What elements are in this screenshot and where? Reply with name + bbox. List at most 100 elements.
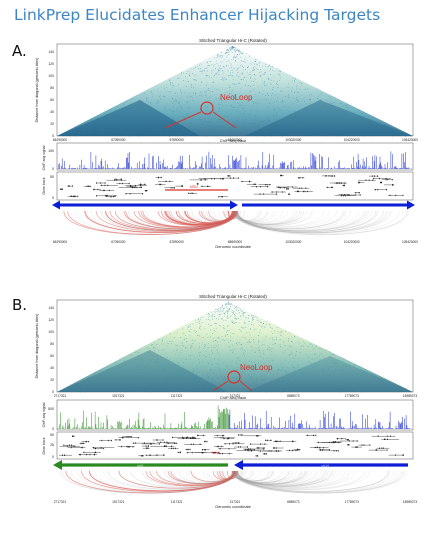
heatmap-dot — [158, 384, 159, 386]
gene-exon — [181, 185, 183, 187]
heatmap-dot — [301, 94, 303, 96]
heatmap-dot — [131, 128, 133, 130]
heatmap-dot — [353, 128, 355, 129]
heatmap-dot — [72, 391, 74, 392]
heatmap-dot — [217, 308, 219, 310]
heatmap-dot — [289, 355, 290, 356]
heatmap-dot — [318, 384, 320, 386]
heatmap-dot — [192, 73, 193, 74]
gene-exon — [347, 444, 349, 446]
ytick-label: 60 — [50, 354, 54, 358]
heatmap-dot — [120, 128, 121, 129]
heatmap-dot — [241, 368, 242, 369]
heatmap-dot — [256, 384, 258, 386]
heatmap-dot — [208, 354, 210, 355]
heatmap-dot — [232, 47, 234, 48]
heatmap-dot — [258, 341, 259, 343]
gene-exon — [229, 177, 231, 179]
heatmap-dot — [329, 99, 331, 100]
heatmap-dot — [219, 314, 221, 316]
heatmap-dot — [319, 358, 321, 360]
heatmap-dot — [221, 52, 223, 53]
heatmap-dot — [255, 102, 256, 104]
heatmap-dot — [221, 318, 223, 319]
panel-a-neoloop-line-left — [164, 111, 202, 129]
heatmap-dot — [144, 373, 146, 375]
heatmap-dot — [312, 388, 313, 390]
heatmap-dot — [257, 350, 259, 351]
heatmap-dot — [322, 104, 324, 106]
heatmap-dot — [230, 336, 231, 337]
heatmap-dot — [130, 121, 131, 122]
heatmap-dot — [94, 125, 96, 127]
heatmap-dot — [162, 127, 164, 128]
heatmap-dot — [384, 379, 385, 380]
heatmap-dot — [113, 116, 114, 118]
heatmap-dot — [172, 85, 173, 87]
heatmap-dot — [245, 317, 246, 319]
heatmap-dot — [299, 343, 300, 345]
heatmap-dot — [98, 370, 100, 372]
heatmap-dot — [251, 324, 252, 325]
heatmap-dot — [235, 60, 236, 61]
heatmap-dot — [219, 119, 221, 120]
heatmap-dot — [188, 107, 190, 109]
heatmap-dot — [230, 48, 232, 50]
gene-exon — [390, 435, 391, 437]
gene-exon — [263, 453, 265, 455]
loop-arc — [175, 210, 233, 224]
heatmap-dot — [158, 87, 159, 89]
heatmap-dot — [215, 312, 216, 313]
heatmap-dot — [114, 109, 116, 111]
heatmap-dot — [168, 385, 169, 386]
heatmap-dot — [150, 91, 152, 93]
heatmap-dot — [254, 388, 256, 389]
heatmap-dot — [170, 91, 171, 93]
ytick-label: 60 — [50, 98, 54, 102]
heatmap-dot — [268, 324, 270, 326]
heatmap-dot — [326, 135, 327, 137]
heatmap-dot — [218, 344, 219, 346]
heatmap-dot — [167, 357, 168, 358]
heatmap-dot — [228, 342, 230, 343]
heatmap-dot — [218, 89, 219, 91]
heatmap-dot — [220, 55, 222, 57]
heatmap-dot — [141, 391, 142, 392]
heatmap-dot — [231, 303, 232, 305]
heatmap-dot — [356, 388, 357, 389]
heatmap-dot — [335, 113, 336, 114]
heatmap-dot — [122, 377, 124, 379]
heatmap-dot — [346, 126, 348, 127]
gene-exon — [114, 195, 116, 197]
heatmap-dot — [223, 328, 225, 330]
panel-a-heatmap-domain-left — [57, 100, 200, 136]
heatmap-dot — [223, 66, 224, 67]
heatmap-dot — [288, 94, 289, 96]
heatmap-dot — [308, 378, 310, 379]
heatmap-dot — [207, 384, 208, 385]
heatmap-dot — [193, 79, 194, 81]
panel-a: Stitched Triangular Hi-C (Rotated) 02040… — [35, 38, 418, 249]
xtick-label: 1117321 — [171, 394, 183, 398]
heatmap-dot — [215, 309, 216, 310]
heatmap-dot — [280, 331, 282, 333]
heatmap-dot — [299, 82, 301, 84]
heatmap-dot — [189, 382, 191, 383]
heatmap-dot — [197, 132, 198, 134]
heatmap-dot — [231, 313, 233, 315]
heatmap-dot — [201, 82, 203, 83]
heatmap-dot — [241, 64, 243, 66]
heatmap-dot — [133, 134, 135, 136]
heatmap-dot — [272, 382, 273, 384]
heatmap-dot — [233, 134, 235, 135]
heatmap-dot — [256, 135, 258, 137]
heatmap-dot — [357, 130, 359, 131]
heatmap-dot — [293, 386, 294, 387]
heatmap-dot — [224, 313, 225, 315]
gene-exon — [88, 185, 89, 187]
heatmap-dot — [111, 135, 113, 136]
heatmap-dot — [202, 316, 203, 318]
heatmap-dot — [186, 85, 187, 87]
heatmap-dot — [268, 347, 269, 349]
heatmap-dot — [383, 127, 384, 129]
